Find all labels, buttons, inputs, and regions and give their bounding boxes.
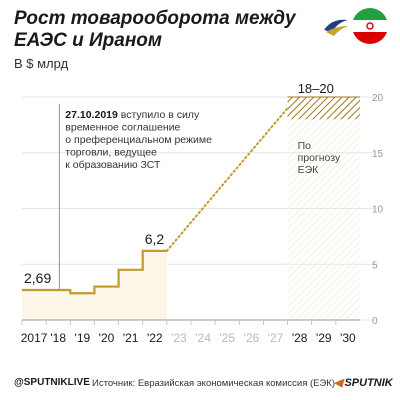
x-tick-label: '23 <box>171 331 187 345</box>
sputnik-logo: ◀ SPUTNIK <box>334 376 393 389</box>
annotation-line: торговли, ведущее <box>65 147 157 159</box>
trade-chart: 0 5 10 15 20 18–20 2,69 6,2 2017'18 '19 '20 '21 '… <box>21 81 384 345</box>
footer-handle[interactable]: @SPUTNIKLIVE <box>14 377 90 388</box>
forecast-note-line: ЕЭК <box>298 164 320 176</box>
annotation-line: временное соглашение <box>65 122 180 134</box>
x-tick-label: '19 <box>75 331 91 345</box>
annotation-line: к образованию ЗСТ <box>65 159 161 171</box>
x-tick-label: '24 <box>195 331 211 345</box>
x-tick-label: '22 <box>147 331 163 345</box>
projection-line <box>165 107 289 252</box>
x-tick-label: '20 <box>99 331 115 345</box>
x-tick-label: '28 <box>292 331 308 345</box>
page-title: Рост товарооборота между ЕАЭС и Ираном <box>14 8 296 51</box>
series-line <box>22 249 167 295</box>
x-tick-label: '27 <box>268 331 284 345</box>
y-tick-label: 5 <box>372 260 378 271</box>
forecast-note-line: прогнозу <box>298 152 341 164</box>
y-tick-label: 0 <box>372 316 378 327</box>
data-label: 2,69 <box>24 270 51 286</box>
x-tick-label: '30 <box>340 331 356 345</box>
series-area <box>22 250 167 320</box>
x-tick-label: 2017 <box>21 331 48 345</box>
x-tick-label: '18 <box>50 331 66 345</box>
data-label: 6,2 <box>145 231 165 247</box>
forecast-note-line: По <box>298 140 312 152</box>
annotation-line: вступило в силу <box>118 109 200 121</box>
y-tick-label: 10 <box>372 205 384 216</box>
x-tick-label: '25 <box>219 331 235 345</box>
agreement-annotation: 27.10.2019 вступило в силу временное согл… <box>65 109 212 171</box>
footer: @SPUTNIKLIVE Источник: Евразийская эконо… <box>0 370 400 400</box>
y-tick-label: 15 <box>372 149 384 160</box>
eaeu-emblem-icon <box>318 8 354 44</box>
x-tick-label: '26 <box>244 331 260 345</box>
x-tick-label: '29 <box>316 331 332 345</box>
footer-source: Источник: Евразийская экономическая коми… <box>92 378 336 389</box>
forecast-range-band <box>287 97 360 120</box>
x-tick-label: '21 <box>123 331 139 345</box>
annotation-date: 27.10.2019 <box>65 109 118 121</box>
y-tick-label: 20 <box>372 93 384 104</box>
forecast-note: По прогнозу ЕЭК <box>298 140 341 176</box>
iran-flag-icon <box>352 8 388 44</box>
unit-subtitle: В $ млрд <box>14 56 69 71</box>
brand-name: SPUTNIK <box>344 377 393 389</box>
sputnik-arrow-icon: ◀ <box>334 377 343 389</box>
annotation-line: о преференциальном режиме <box>65 134 212 146</box>
forecast-range-label: 18–20 <box>298 81 334 96</box>
forecast-area <box>287 119 360 320</box>
